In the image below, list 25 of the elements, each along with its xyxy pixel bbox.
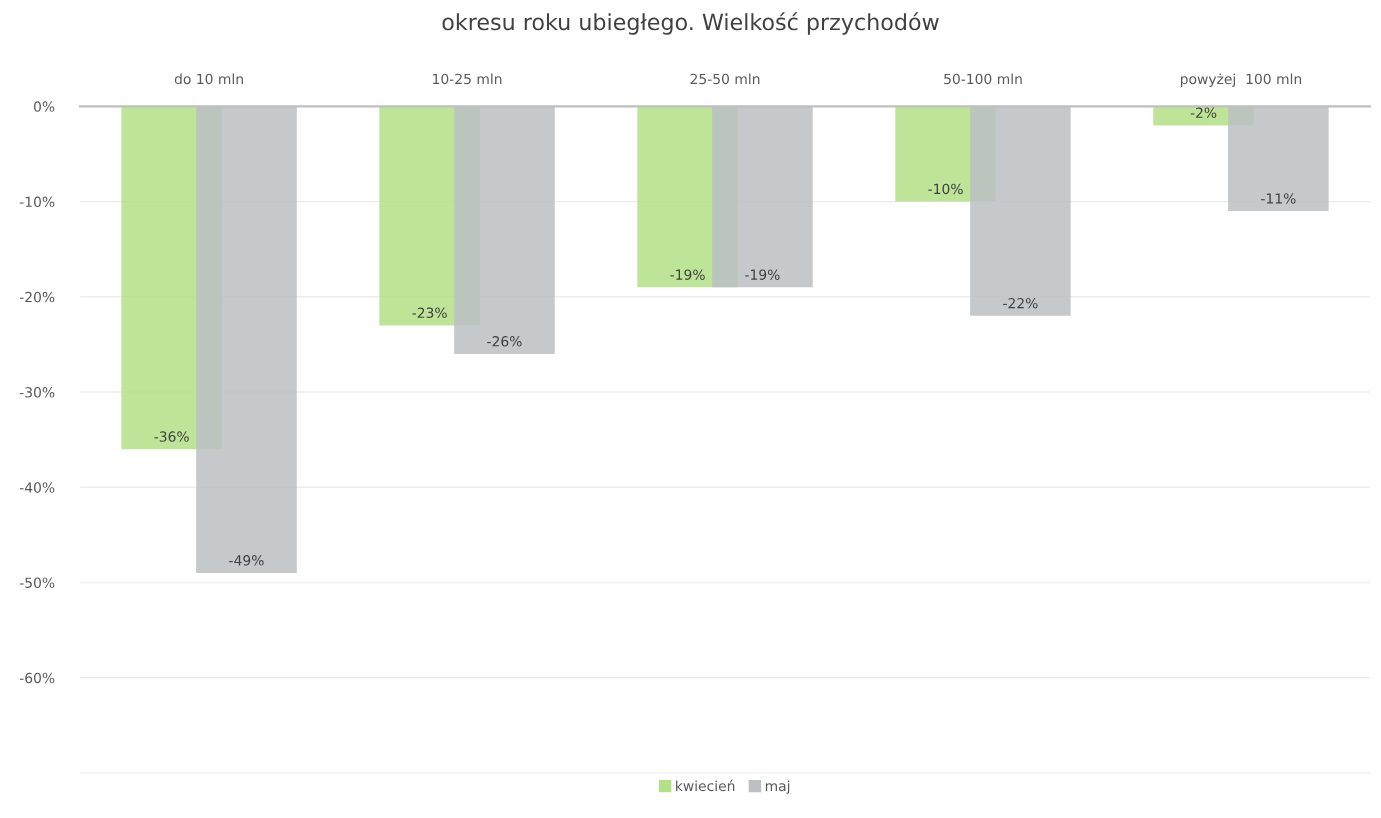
legend-label: maj	[765, 780, 790, 794]
data-label: -22%	[1003, 297, 1038, 309]
x-tick-label: do 10 mln	[174, 73, 243, 85]
data-label: -23%	[412, 307, 447, 318]
data-label: -11%	[1261, 193, 1296, 204]
x-tick-label: 10-25 mln	[433, 73, 502, 85]
y-tick-label: -50%	[19, 577, 55, 589]
data-label: -49%	[229, 555, 264, 566]
x-tick-label: powyżej 100 mln	[1180, 73, 1302, 87]
x-tick-label: 50-100 mln	[944, 73, 1022, 85]
x-tick-label: 25-50 mln	[690, 73, 760, 85]
data-label: -2%	[1190, 107, 1217, 118]
y-tick-label: 0%	[33, 101, 55, 112]
legend-label: kwiecień	[676, 779, 735, 792]
data-label: -19%	[670, 269, 705, 280]
y-tick-label: -10%	[19, 196, 55, 208]
y-tick-label: -40%	[19, 482, 55, 493]
data-label: -26%	[487, 336, 522, 347]
y-tick-label: -30%	[19, 387, 55, 398]
data-label: -36%	[154, 431, 189, 442]
data-label: -19%	[745, 269, 780, 280]
y-tick-label: -20%	[19, 291, 55, 303]
data-label: -10%	[928, 183, 963, 195]
y-tick-label: -60%	[19, 672, 55, 684]
chart-title: okresu roku ubiegłego. Wielkość przychodów	[442, 12, 939, 35]
